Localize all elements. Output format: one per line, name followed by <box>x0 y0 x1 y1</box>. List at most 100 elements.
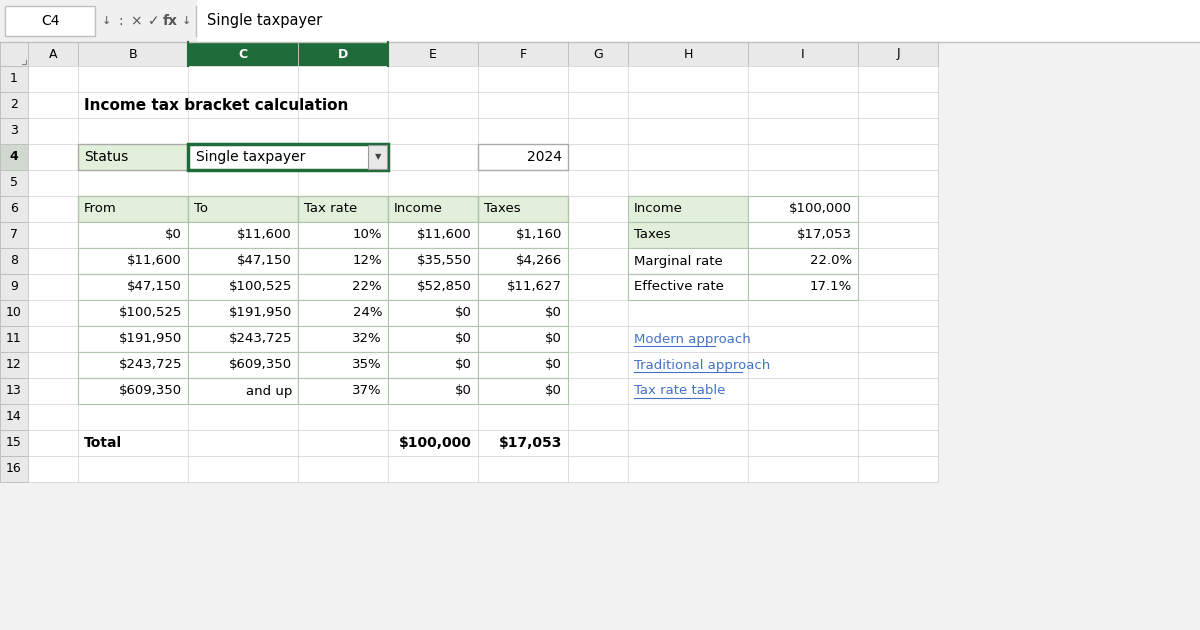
Text: $100,000: $100,000 <box>400 436 472 450</box>
Bar <box>368 145 386 169</box>
Text: Single taxpayer: Single taxpayer <box>208 13 323 28</box>
Text: $0: $0 <box>545 333 562 345</box>
Text: 10: 10 <box>6 307 22 319</box>
Text: 10%: 10% <box>353 229 382 241</box>
Bar <box>5 6 95 36</box>
Bar <box>478 274 568 300</box>
Text: $609,350: $609,350 <box>229 358 292 372</box>
Text: 13: 13 <box>6 384 22 398</box>
Bar <box>78 326 188 352</box>
Bar <box>478 300 568 326</box>
Bar <box>748 42 858 66</box>
Text: B: B <box>128 47 137 60</box>
Text: ↓: ↓ <box>102 16 112 26</box>
Bar <box>748 196 858 222</box>
Text: $17,053: $17,053 <box>797 229 852 241</box>
Bar <box>628 196 748 222</box>
Text: $35,550: $35,550 <box>418 255 472 268</box>
Bar <box>188 144 388 170</box>
Bar <box>388 196 478 222</box>
Text: 37%: 37% <box>353 384 382 398</box>
Text: 22.0%: 22.0% <box>810 255 852 268</box>
Bar <box>478 378 568 404</box>
Text: Tax rate: Tax rate <box>304 202 358 215</box>
Bar <box>748 274 858 300</box>
Bar <box>0 456 28 482</box>
Text: 9: 9 <box>10 280 18 294</box>
Text: J: J <box>896 47 900 60</box>
Bar <box>388 352 478 378</box>
Bar <box>0 144 28 170</box>
Bar <box>78 300 188 326</box>
Text: fx: fx <box>163 14 178 28</box>
Bar <box>78 222 188 248</box>
Bar <box>858 42 938 66</box>
Text: Tax rate table: Tax rate table <box>634 384 725 398</box>
Bar <box>0 248 28 274</box>
Bar <box>0 352 28 378</box>
Text: $0: $0 <box>455 333 472 345</box>
Text: Taxes: Taxes <box>484 202 521 215</box>
Text: and up: and up <box>246 384 292 398</box>
Bar <box>28 42 78 66</box>
Bar <box>478 352 568 378</box>
Bar <box>748 222 858 248</box>
Bar <box>0 66 28 92</box>
Bar <box>568 42 628 66</box>
Bar <box>78 248 188 274</box>
Bar <box>188 300 298 326</box>
Text: 3: 3 <box>10 125 18 137</box>
Text: $11,600: $11,600 <box>418 229 472 241</box>
Text: Income: Income <box>394 202 443 215</box>
Text: $609,350: $609,350 <box>119 384 182 398</box>
Text: $11,600: $11,600 <box>127 255 182 268</box>
Bar <box>388 326 478 352</box>
Text: $100,525: $100,525 <box>229 280 292 294</box>
Bar <box>0 170 28 196</box>
Text: $0: $0 <box>545 358 562 372</box>
Text: Income tax bracket calculation: Income tax bracket calculation <box>84 98 348 113</box>
Text: 12: 12 <box>6 358 22 372</box>
Bar <box>0 42 28 66</box>
Text: Status: Status <box>84 150 128 164</box>
Text: $11,627: $11,627 <box>508 280 562 294</box>
Text: $243,725: $243,725 <box>119 358 182 372</box>
Bar <box>478 196 568 222</box>
Text: $0: $0 <box>545 384 562 398</box>
Bar <box>0 430 28 456</box>
Text: 15: 15 <box>6 437 22 449</box>
Text: From: From <box>84 202 116 215</box>
Bar <box>188 248 298 274</box>
Text: ×: × <box>130 14 142 28</box>
Bar <box>388 42 478 66</box>
Text: 17.1%: 17.1% <box>810 280 852 294</box>
Bar <box>78 42 188 66</box>
Text: ▼: ▼ <box>374 152 382 161</box>
Text: C: C <box>239 47 247 60</box>
Text: 1: 1 <box>10 72 18 86</box>
Bar <box>298 326 388 352</box>
Text: Taxes: Taxes <box>634 229 671 241</box>
Bar <box>188 274 298 300</box>
Text: $0: $0 <box>166 229 182 241</box>
Text: Marginal rate: Marginal rate <box>634 255 722 268</box>
Text: 12%: 12% <box>353 255 382 268</box>
Bar <box>628 274 748 300</box>
Text: 35%: 35% <box>353 358 382 372</box>
Bar <box>0 378 28 404</box>
Text: A: A <box>49 47 58 60</box>
Bar <box>188 222 298 248</box>
Text: $191,950: $191,950 <box>119 333 182 345</box>
Text: Total: Total <box>84 436 122 450</box>
Bar <box>298 300 388 326</box>
Bar <box>188 352 298 378</box>
Text: 22%: 22% <box>353 280 382 294</box>
Bar <box>478 144 568 170</box>
Bar <box>28 66 938 482</box>
Text: Income: Income <box>634 202 683 215</box>
Bar <box>298 196 388 222</box>
Text: $191,950: $191,950 <box>229 307 292 319</box>
Bar <box>78 274 188 300</box>
Bar <box>0 326 28 352</box>
Bar <box>0 196 28 222</box>
